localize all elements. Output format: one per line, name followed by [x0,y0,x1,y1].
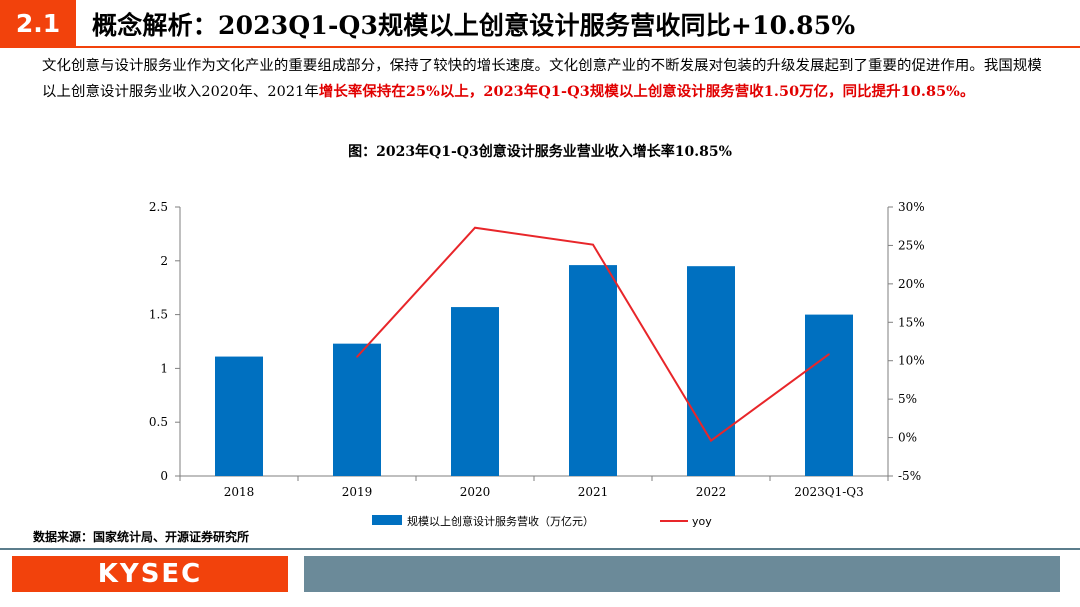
page-title: 概念解析：2023Q1-Q3规模以上创意设计服务营收同比+10.85% [92,11,856,40]
kysec-logo: KYSEC [12,556,288,592]
section-number-badge: 2.1 [0,0,76,46]
right-tick-label: 15% [898,315,925,329]
bar [215,356,263,476]
x-tick-label: 2020 [460,485,491,499]
left-tick-label: 1.5 [149,308,168,322]
bar [451,307,499,476]
bar-series [215,265,853,476]
legend-line-label: yoy [692,515,712,528]
figure-title: 图：2023年Q1-Q3创意设计服务业营业收入增长率10.85% [348,144,732,160]
right-tick-label: -5% [898,469,921,483]
line-point [592,243,594,246]
logo-text: KYSEC [97,559,203,589]
left-tick-label: 1 [160,361,168,375]
footer-divider [0,548,1080,550]
chart-legend: 规模以上创意设计服务营收（万亿元） yoy [372,514,712,528]
tick-labels: 0 0.5 1 1.5 2 2.5 -5% 0% 5% 10% 15% 20% 25% 30% 2018 20… [149,200,925,499]
right-tick-label: 30% [898,200,925,214]
legend-bar-swatch [372,515,402,525]
chart-axes [175,206,893,481]
legend-bar-label: 规模以上创意设计服务营收（万亿元） [407,514,594,528]
header-divider [0,46,1080,48]
line-point [828,353,830,355]
left-tick-label: 2.5 [149,200,168,214]
line-point [710,439,712,442]
intro-paragraph: 文化创意与设计服务业作为文化产业的重要组成部分，保持了较快的增长速度。文化创意产… [42,54,1047,105]
right-tick-label: 20% [898,277,925,291]
x-tick-label: 2021 [578,485,609,499]
bar [569,265,617,476]
right-tick-label: 25% [898,238,925,252]
bar [805,314,853,476]
left-tick-label: 0 [160,469,168,483]
line-point [474,226,476,229]
bar [333,343,381,476]
combo-chart: 0 0.5 1 1.5 2 2.5 -5% 0% 5% 10% 15% 20% 25% 30% 2018 20… [149,200,925,528]
right-tick-label: 5% [898,392,917,406]
footer-bar [304,556,1060,592]
left-tick-label: 2 [160,254,168,268]
intro-highlight-text: 增长率保持在25%以上，2023年Q1-Q3规模以上创意设计服务营收1.50万亿… [318,83,975,100]
intro-text: 文化创意与设计服务业作为文化产业的重要组成部分，保持了较快的增长速度。文化创意产… [42,58,1042,100]
line-point [356,356,358,358]
x-tick-label: 2018 [224,485,255,499]
line-series [356,226,830,443]
left-tick-label: 0.5 [149,415,168,429]
x-tick-label: 2019 [342,485,373,499]
data-source: 数据来源：国家统计局、开源证券研究所 [33,530,250,544]
right-tick-label: 0% [898,431,917,445]
bar [687,266,735,476]
x-tick-label: 2023Q1-Q3 [794,485,864,499]
right-tick-label: 10% [898,354,925,368]
x-tick-label: 2022 [696,485,727,499]
